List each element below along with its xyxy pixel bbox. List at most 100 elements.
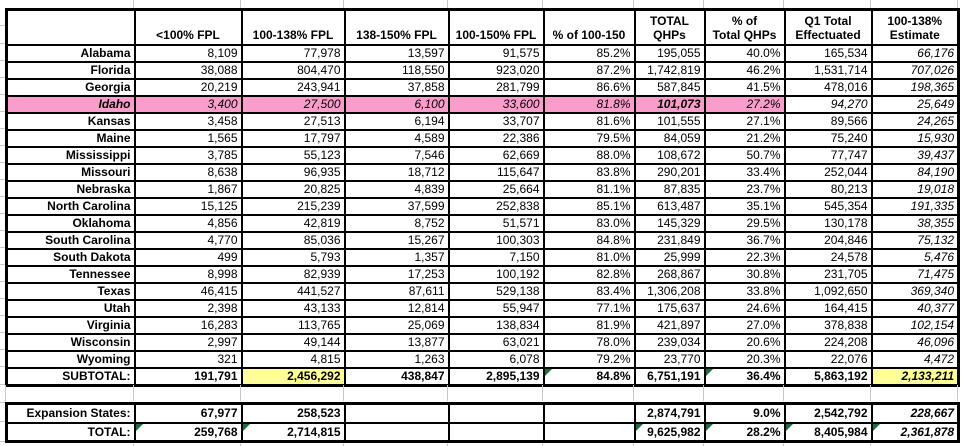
table-cell[interactable]: 102,154	[870, 315, 960, 335]
table-cell[interactable]	[447, 421, 545, 443]
table-cell[interactable]: 85.1%	[542, 196, 636, 216]
table-cell[interactable]: 27,500	[240, 94, 346, 114]
table-cell[interactable]: 15,930	[870, 128, 960, 148]
table-cell[interactable]: 83.0%	[542, 213, 636, 233]
table-cell[interactable]: 2,133,211	[870, 366, 960, 387]
table-cell[interactable]: 82,939	[240, 264, 346, 284]
table-cell[interactable]: 3,785	[133, 145, 243, 165]
table-cell[interactable]: 101,555	[633, 111, 706, 131]
table-cell[interactable]: 118,550	[343, 60, 450, 80]
table-cell[interactable]: 228,667	[870, 402, 960, 424]
table-cell[interactable]: 243,941	[240, 77, 346, 97]
table-cell[interactable]: 83.4%	[542, 281, 636, 301]
column-header[interactable]: % of 100-150	[542, 8, 636, 46]
table-cell[interactable]: 1,867	[133, 179, 243, 199]
table-cell[interactable]: 478,016	[783, 77, 873, 97]
table-cell[interactable]: 6,078	[447, 349, 545, 369]
row-label[interactable]: Nebraska	[5, 179, 136, 199]
table-cell[interactable]: 224,208	[783, 332, 873, 352]
table-cell[interactable]: 77,747	[783, 145, 873, 165]
table-cell[interactable]: 8,998	[133, 264, 243, 284]
table-cell[interactable]: 1,306,208	[633, 281, 706, 301]
table-cell[interactable]: 499	[133, 247, 243, 267]
table-cell[interactable]: 50.7%	[703, 145, 786, 165]
row-label[interactable]: South Dakota	[5, 247, 136, 267]
row-label[interactable]: Wyoming	[5, 349, 136, 369]
table-cell[interactable]: 24,265	[870, 111, 960, 131]
table-cell[interactable]: 2,874,791	[633, 402, 706, 424]
table-cell[interactable]: 96,935	[240, 162, 346, 182]
table-cell[interactable]: 9.0%	[703, 402, 786, 424]
table-cell[interactable]: 369,340	[870, 281, 960, 301]
table-cell[interactable]: 17,797	[240, 128, 346, 148]
table-cell[interactable]: 33.8%	[703, 281, 786, 301]
table-cell[interactable]: 84,190	[870, 162, 960, 182]
table-cell[interactable]: 17,253	[343, 264, 450, 284]
row-label[interactable]: Idaho	[5, 94, 136, 114]
table-cell[interactable]: 29.5%	[703, 213, 786, 233]
row-label[interactable]: Texas	[5, 281, 136, 301]
table-cell[interactable]: 38,355	[870, 213, 960, 233]
table-cell[interactable]: 707,026	[870, 60, 960, 80]
table-cell[interactable]: 82.8%	[542, 264, 636, 284]
table-cell[interactable]: 25,649	[870, 94, 960, 114]
table-cell[interactable]: 86.6%	[542, 77, 636, 97]
table-cell[interactable]: 195,055	[633, 43, 706, 63]
table-cell[interactable]: 8,405,984	[783, 421, 873, 443]
table-cell[interactable]: 55,123	[240, 145, 346, 165]
table-cell[interactable]: 204,846	[783, 230, 873, 250]
table-cell[interactable]: 22.3%	[703, 247, 786, 267]
table-cell[interactable]: 231,849	[633, 230, 706, 250]
table-cell[interactable]: 2,714,815	[240, 421, 346, 443]
table-cell[interactable]: 2,456,292	[240, 366, 346, 387]
table-cell[interactable]: 252,838	[447, 196, 545, 216]
table-cell[interactable]: 923,020	[447, 60, 545, 80]
table-cell[interactable]: 268,867	[633, 264, 706, 284]
table-cell[interactable]: 438,847	[343, 366, 450, 387]
table-cell[interactable]: 77.1%	[542, 298, 636, 318]
table-cell[interactable]: 20.3%	[703, 349, 786, 369]
table-cell[interactable]: 281,799	[447, 77, 545, 97]
table-cell[interactable]: 21.2%	[703, 128, 786, 148]
table-cell[interactable]: 22,386	[447, 128, 545, 148]
table-cell[interactable]: 4,856	[133, 213, 243, 233]
table-cell[interactable]: 46,415	[133, 281, 243, 301]
row-label[interactable]: Tennessee	[5, 264, 136, 284]
table-cell[interactable]: 2,997	[133, 332, 243, 352]
table-cell[interactable]: 81.6%	[542, 111, 636, 131]
table-cell[interactable]: 20,219	[133, 77, 243, 97]
table-cell[interactable]: 89,566	[783, 111, 873, 131]
table-cell[interactable]: 5,793	[240, 247, 346, 267]
table-cell[interactable]: 38,088	[133, 60, 243, 80]
table-cell[interactable]: 46,096	[870, 332, 960, 352]
table-cell[interactable]: 1,742,819	[633, 60, 706, 80]
table-cell[interactable]	[542, 421, 636, 443]
table-cell[interactable]: 20,825	[240, 179, 346, 199]
row-label[interactable]: Alabama	[5, 43, 136, 63]
table-cell[interactable]: 30.8%	[703, 264, 786, 284]
table-cell[interactable]: 81.1%	[542, 179, 636, 199]
table-cell[interactable]: 33.4%	[703, 162, 786, 182]
row-label[interactable]: Expansion States:	[5, 402, 136, 424]
table-cell[interactable]: 252,044	[783, 162, 873, 182]
table-cell[interactable]: 27.0%	[703, 315, 786, 335]
table-cell[interactable]: 113,765	[240, 315, 346, 335]
table-cell[interactable]: 239,034	[633, 332, 706, 352]
row-label[interactable]: North Carolina	[5, 196, 136, 216]
table-cell[interactable]: 80,213	[783, 179, 873, 199]
table-cell[interactable]: 3,400	[133, 94, 243, 114]
table-cell[interactable]: 81.8%	[542, 94, 636, 114]
table-cell[interactable]: 421,897	[633, 315, 706, 335]
table-cell[interactable]: 94,270	[783, 94, 873, 114]
table-cell[interactable]: 1,531,714	[783, 60, 873, 80]
table-cell[interactable]: 85.2%	[542, 43, 636, 63]
row-label[interactable]: Florida	[5, 60, 136, 80]
table-cell[interactable]: 8,638	[133, 162, 243, 182]
table-cell[interactable]: 145,329	[633, 213, 706, 233]
table-cell[interactable]: 51,571	[447, 213, 545, 233]
table-cell[interactable]: 4,815	[240, 349, 346, 369]
table-cell[interactable]: 100,303	[447, 230, 545, 250]
table-cell[interactable]: 15,267	[343, 230, 450, 250]
table-cell[interactable]: 81.0%	[542, 247, 636, 267]
table-cell[interactable]: 91,575	[447, 43, 545, 63]
